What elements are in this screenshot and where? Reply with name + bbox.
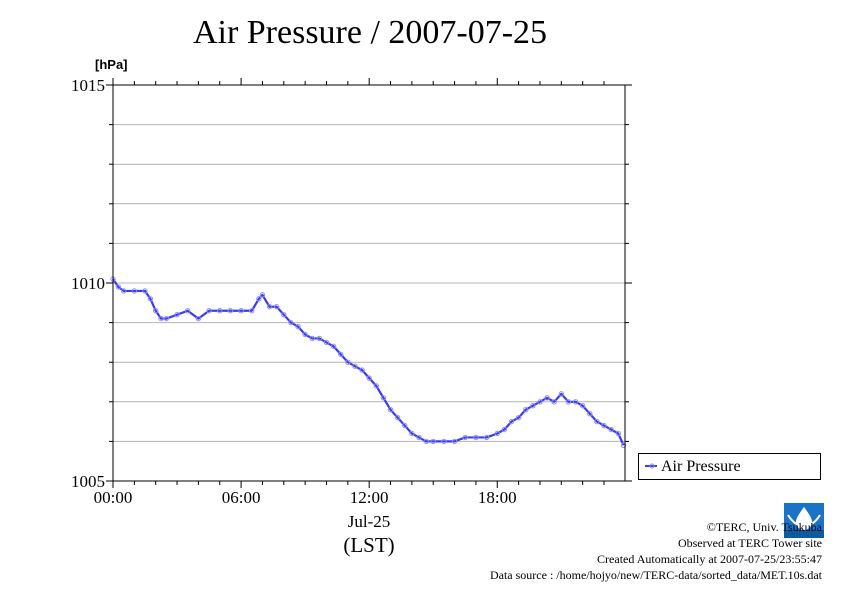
data-point <box>462 434 468 441</box>
data-point <box>256 296 262 302</box>
credit-site: Observed at TERC Tower site <box>677 536 822 550</box>
data-point <box>259 292 266 298</box>
data-point <box>416 434 422 441</box>
data-point <box>338 351 344 357</box>
grid-lines <box>113 124 625 442</box>
data-point <box>266 304 273 310</box>
data-point <box>594 418 600 425</box>
data-point <box>608 426 614 433</box>
data-point <box>366 375 372 381</box>
data-point <box>473 434 479 441</box>
data-point <box>120 288 127 294</box>
data-point <box>323 339 330 346</box>
chart-title: Air Pressure / 2007-07-25 <box>192 14 548 51</box>
data-point <box>451 438 458 445</box>
credit-source: Data source : /home/hojyo/new/TERC-data/… <box>489 568 822 582</box>
data-point <box>508 418 515 425</box>
data-point <box>352 363 358 369</box>
data-point <box>430 438 436 445</box>
data-point <box>174 311 180 318</box>
series-layer <box>110 276 627 449</box>
data-point <box>572 399 579 405</box>
data-point <box>494 430 500 437</box>
data-point <box>579 403 586 409</box>
data-point <box>302 331 308 338</box>
data-point <box>483 434 490 441</box>
data-point <box>620 442 627 449</box>
x-tick-label: 00:00 <box>94 488 133 507</box>
x-tick-label: 18:00 <box>478 488 517 507</box>
data-point <box>195 315 202 322</box>
data-point <box>238 308 244 314</box>
data-point <box>515 414 522 421</box>
data-point <box>441 438 447 445</box>
data-point <box>185 308 191 314</box>
data-point <box>501 426 508 433</box>
data-point <box>380 395 387 401</box>
data-point <box>537 399 543 405</box>
y-unit-label: [hPa] <box>95 57 128 72</box>
data-point <box>551 399 557 405</box>
data-point <box>142 288 148 294</box>
data-point <box>227 308 234 314</box>
axis-labels: 1005 1010 1015 00:00 06:00 12:00 18:00 <box>71 76 517 507</box>
legend: Air Pressure <box>638 453 821 480</box>
data-point <box>530 403 536 409</box>
y-tick-label: 1005 <box>71 472 105 491</box>
data-point <box>330 343 337 350</box>
data-point <box>523 407 529 413</box>
data-point <box>387 407 394 413</box>
data-point <box>544 395 550 401</box>
data-point <box>115 284 122 290</box>
data-point <box>295 323 301 330</box>
data-point <box>147 296 154 302</box>
data-point <box>316 335 323 342</box>
data-point <box>273 304 280 310</box>
data-point <box>217 308 223 314</box>
x-tick-label: 06:00 <box>222 488 261 507</box>
data-point <box>615 430 621 437</box>
data-point <box>288 319 294 326</box>
data-point <box>359 367 365 373</box>
terc-logo-icon <box>784 503 824 538</box>
data-point <box>131 288 138 294</box>
data-point <box>601 422 607 429</box>
credit-created: Created Automatically at 2007-07-25/23:5… <box>597 552 822 566</box>
data-point <box>158 315 164 322</box>
data-point <box>281 311 287 318</box>
credits: ©TERC, Univ. Tsukuba Observed at TERC To… <box>490 519 822 583</box>
x-tz-label: (LST) <box>343 533 394 557</box>
y-tick-label: 1015 <box>71 76 105 95</box>
credit-copyright: ©TERC, Univ. Tsukuba <box>706 520 822 534</box>
data-point <box>409 430 415 437</box>
data-point <box>423 438 429 445</box>
data-point <box>345 359 351 365</box>
data-point <box>394 414 401 421</box>
data-point <box>587 410 593 417</box>
series-line-air-pressure <box>112 278 625 446</box>
data-point <box>152 308 159 314</box>
axes-frame <box>106 78 632 488</box>
x-date-label: Jul-25 <box>348 512 391 531</box>
data-point <box>206 308 212 314</box>
data-point <box>402 422 408 429</box>
legend-label: Air Pressure <box>661 458 741 475</box>
legend-swatch-icon <box>645 463 657 469</box>
data-point <box>565 399 572 405</box>
y-tick-label: 1010 <box>71 274 105 293</box>
data-point <box>309 335 315 342</box>
x-tick-label: 12:00 <box>350 488 389 507</box>
data-point <box>373 383 379 389</box>
data-point <box>249 308 255 314</box>
data-point <box>163 315 170 322</box>
data-point <box>558 391 565 397</box>
